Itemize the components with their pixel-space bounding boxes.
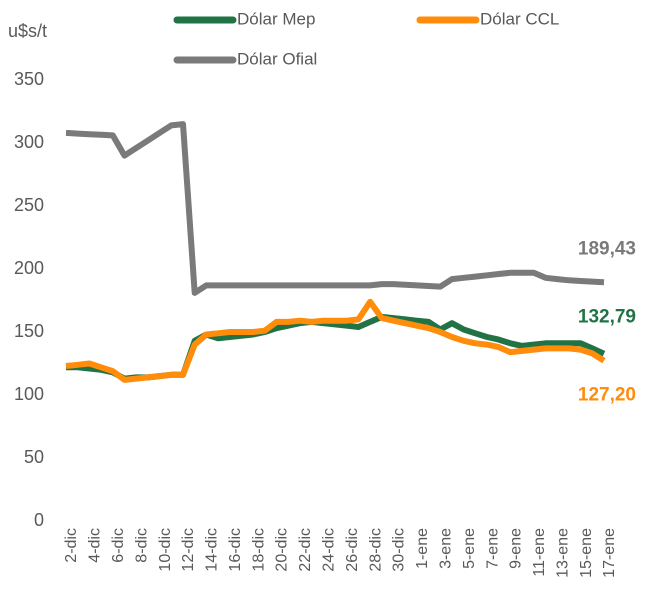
y-tick-label: 350 [14, 69, 44, 89]
y-tick-label: 300 [14, 132, 44, 152]
x-tick-label: 20-dic [274, 528, 291, 572]
x-tick-label: 14-dic [204, 528, 221, 572]
y-axis-label: u$s/t [8, 21, 47, 41]
x-tick-label: 7-ene [484, 528, 501, 569]
x-tick-label: 8-dic [133, 528, 150, 563]
legend-label: Dólar Mep [237, 9, 315, 28]
y-tick-label: 50 [24, 447, 44, 467]
x-tick-label: 18-dic [250, 528, 267, 572]
x-tick-label: 28-dic [367, 528, 384, 572]
y-tick-label: 0 [34, 510, 44, 530]
x-tick-label: 11-ene [531, 528, 548, 577]
x-tick-label: 17-ene [601, 528, 618, 578]
x-tick-label: 22-dic [297, 528, 314, 572]
x-tick-label: 2-dic [63, 528, 80, 563]
legend-label: Dólar CCL [480, 9, 559, 28]
value-label: 132,79 [578, 307, 636, 328]
series-line [65, 121, 605, 296]
x-tick-label: 16-dic [227, 528, 244, 572]
x-tick-label: 4-dic [87, 528, 104, 563]
value-label: 127,20 [578, 385, 636, 406]
x-tick-label: 12-dic [180, 528, 197, 572]
y-tick-label: 250 [14, 195, 44, 215]
x-tick-label: 13-ene [554, 528, 571, 578]
x-tick-label: 10-dic [157, 528, 174, 572]
value-label: 189,43 [578, 238, 636, 259]
y-tick-label: 100 [14, 384, 44, 404]
x-tick-label: 24-dic [321, 528, 338, 572]
x-tick-label: 26-dic [344, 528, 361, 572]
x-tick-label: 9-ene [508, 528, 525, 569]
y-tick-label: 200 [14, 258, 44, 278]
series-line [65, 298, 606, 383]
y-tick-label: 150 [14, 321, 44, 341]
x-tick-label: 3-ene [437, 528, 454, 569]
legend-label: Dólar Ofial [237, 49, 317, 68]
x-tick-label: 1-ene [414, 528, 431, 569]
x-tick-label: 15-ene [578, 528, 595, 578]
x-tick-label: 5-ene [461, 528, 478, 569]
x-tick-label: 6-dic [110, 528, 127, 563]
x-tick-label: 30-dic [391, 528, 408, 572]
